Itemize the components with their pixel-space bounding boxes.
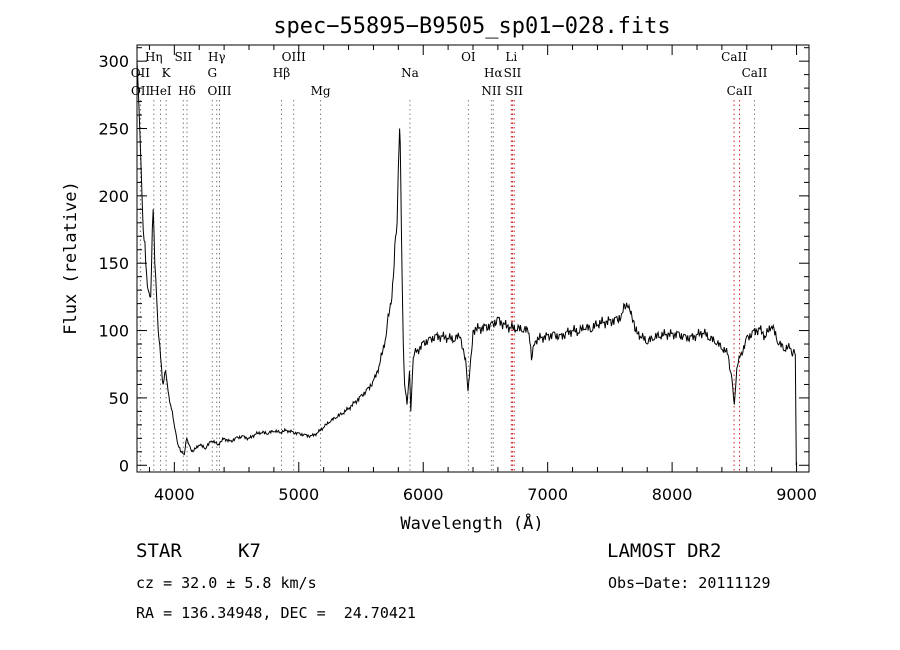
x-axis-label: Wavelength (Å) (400, 512, 543, 534)
chart-title: spec−55895−B9505_sp01−028.fits (273, 14, 670, 39)
line-marker-label: Hδ (178, 84, 196, 98)
line-marker-label: Hα (484, 66, 503, 80)
y-tick-label: 100 (98, 322, 129, 341)
spectrum-line (136, 61, 797, 466)
survey-name: LAMOST DR2 (607, 540, 722, 562)
series-group (136, 61, 797, 466)
line-marker-label: HeI (149, 84, 172, 98)
line-marker-label: Hη (145, 50, 163, 64)
line-marker-label: CaII (721, 50, 747, 64)
y-tick-label: 150 (98, 254, 129, 273)
line-marker-label: K (162, 66, 172, 80)
y-tick-label: 50 (109, 389, 129, 408)
line-marker-label: Hβ (273, 66, 290, 80)
line-marker-label: G (207, 66, 217, 80)
x-axis: 4000 5000 6000 7000 8000 9000 (148, 45, 817, 504)
line-marker-label: Li (505, 50, 517, 64)
x-tick-label: 8000 (652, 485, 693, 504)
obs-date: Obs−Date: 20111129 (608, 574, 771, 592)
y-tick-label: 0 (119, 456, 129, 475)
y-axis: 0 50 100 150 200 250 300 (98, 47, 809, 475)
y-tick-label: 200 (98, 187, 129, 206)
line-marker-label: OIII (207, 84, 231, 98)
line-marker-label: SII (505, 84, 523, 98)
object-class: STAR (136, 540, 182, 562)
x-tick-label: 5000 (278, 485, 319, 504)
y-axis-label: Flux (relative) (61, 181, 81, 335)
line-marker-label: Na (401, 66, 419, 80)
line-marker-label: SII (174, 50, 192, 64)
line-marker-label: NII (481, 84, 501, 98)
plot-frame (136, 44, 810, 473)
spectral-line-markers: OII OII Hη K HeI SII Hδ Hγ G OIII OIII Hβ Mg Na OI Hα NI… (131, 50, 768, 472)
coordinates: RA = 136.34948, DEC = 24.70421 (136, 604, 416, 622)
y-tick-label: 250 (98, 120, 129, 139)
line-marker-label: OII (131, 84, 151, 98)
line-marker-label: OI (461, 50, 476, 64)
x-tick-label: 6000 (403, 485, 444, 504)
y-tick-label: 300 (98, 52, 129, 71)
line-marker-label: Hγ (208, 50, 226, 64)
line-marker-label: SII (504, 66, 522, 80)
line-marker-label: OIII (282, 50, 306, 64)
line-marker-label: CaII (742, 66, 768, 80)
x-tick-label: 4000 (154, 485, 195, 504)
line-marker-label: Mg (311, 84, 331, 98)
redshift-info: cz = 32.0 ± 5.8 km/s (136, 574, 317, 592)
x-tick-label: 9000 (776, 485, 817, 504)
object-subclass: K7 (238, 540, 261, 562)
x-tick-label: 7000 (527, 485, 568, 504)
line-marker-label: CaII (727, 84, 753, 98)
line-marker-label: OII (131, 66, 151, 80)
